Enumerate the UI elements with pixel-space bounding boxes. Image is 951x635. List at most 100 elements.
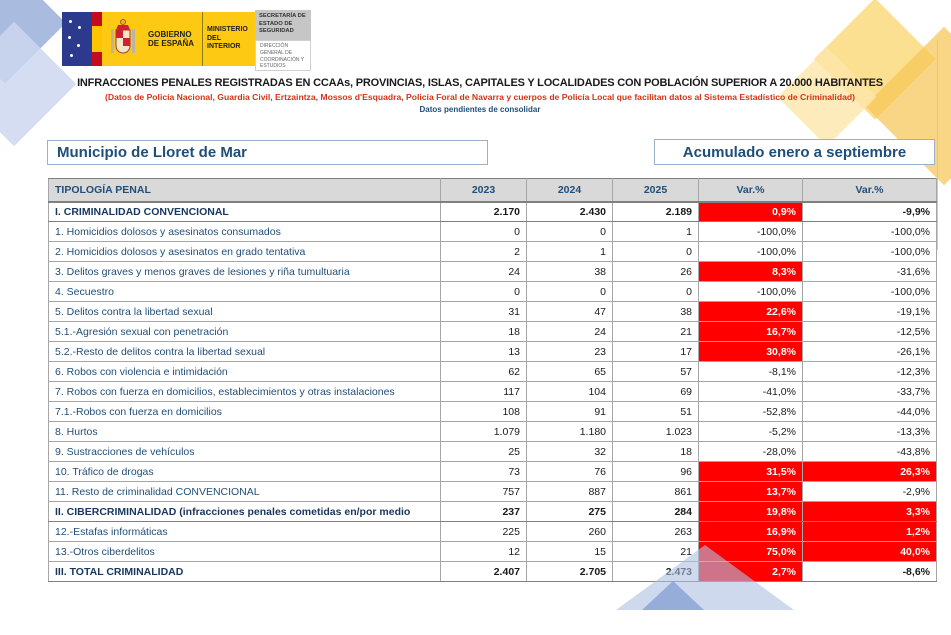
col-header-2024: 2024 (526, 178, 613, 203)
table-row: 12.-Estafas informáticas 225 260 263 16,9% 1,… (48, 521, 937, 542)
row-label: 5.2.-Resto de delitos contra la libertad… (48, 341, 441, 362)
value-var2: -100,0% (802, 281, 937, 302)
value-2025: 26 (612, 261, 699, 282)
col-header-2023: 2023 (440, 178, 527, 203)
table-row: I. CRIMINALIDAD CONVENCIONAL 2.170 2.430 2.… (48, 201, 937, 222)
value-var2: -26,1% (802, 341, 937, 362)
value-2024: 38 (526, 261, 613, 282)
value-2024: 47 (526, 301, 613, 322)
value-2025: 284 (612, 501, 699, 522)
row-label: 13.-Otros ciberdelitos (48, 541, 441, 562)
table-row: 7.1.-Robos con fuerza en domicilios 108 91… (48, 401, 937, 422)
value-var1: 75,0% (698, 541, 803, 562)
value-2025: 2.189 (612, 201, 699, 222)
value-var2: 3,3% (802, 501, 937, 522)
value-2023: 2.407 (440, 561, 527, 582)
value-2024: 23 (526, 341, 613, 362)
value-var2: -13,3% (802, 421, 937, 442)
value-var2: -44,0% (802, 401, 937, 422)
value-2025: 38 (612, 301, 699, 322)
value-2025: 1.023 (612, 421, 699, 442)
logo-divider (202, 12, 203, 66)
row-label: 5. Delitos contra la libertad sexual (48, 301, 441, 322)
value-var1: -100,0% (698, 241, 803, 262)
col-header-2025: 2025 (612, 178, 699, 203)
value-2023: 25 (440, 441, 527, 462)
value-2023: 237 (440, 501, 527, 522)
value-2023: 1.079 (440, 421, 527, 442)
value-2025: 263 (612, 521, 699, 542)
row-label: 7.1.-Robos con fuerza en domicilios (48, 401, 441, 422)
value-2025: 96 (612, 461, 699, 482)
value-var1: -100,0% (698, 221, 803, 242)
value-2023: 0 (440, 221, 527, 242)
table-row: 2. Homicidios dolosos y asesinatos en gr… (48, 241, 937, 262)
row-label: 12.-Estafas informáticas (48, 521, 441, 542)
direccion-general-label: DIRECCIÓN GENERAL DE COORDINACIÓN Y ESTU… (255, 40, 311, 71)
table-row: 8. Hurtos 1.079 1.180 1.023 -5,2% -13,3% (48, 421, 937, 442)
value-2024: 91 (526, 401, 613, 422)
value-2025: 1 (612, 221, 699, 242)
value-var2: -33,7% (802, 381, 937, 402)
value-2024: 0 (526, 221, 613, 242)
table-row: 13.-Otros ciberdelitos 12 15 21 75,0% 40,0% (48, 541, 937, 562)
eu-flag-band (62, 12, 92, 66)
coat-of-arms-icon (102, 12, 144, 66)
value-var1: -8,1% (698, 361, 803, 382)
secretaria-label: SECRETARÍA DE ESTADO DE SEGURIDAD (255, 10, 311, 40)
value-2025: 21 (612, 321, 699, 342)
value-2024: 1.180 (526, 421, 613, 442)
decor-diamond-top-left-dark (0, 0, 66, 84)
value-2024: 0 (526, 281, 613, 302)
value-var1: 16,7% (698, 321, 803, 342)
table-row: 5.2.-Resto de delitos contra la libertad… (48, 341, 937, 362)
value-2024: 260 (526, 521, 613, 542)
table-row: 1. Homicidios dolosos y asesinatos consu… (48, 221, 937, 242)
value-var1: -28,0% (698, 441, 803, 462)
value-var2: -2,9% (802, 481, 937, 502)
value-var1: 2,7% (698, 561, 803, 582)
value-2025: 51 (612, 401, 699, 422)
col-header-var1: Var.% (698, 178, 803, 203)
col-header-var2: Var.% (802, 178, 937, 203)
table-row: 4. Secuestro 0 0 0 -100,0% -100,0% (48, 281, 937, 302)
value-2023: 13 (440, 341, 527, 362)
value-2025: 69 (612, 381, 699, 402)
value-2023: 12 (440, 541, 527, 562)
value-2024: 887 (526, 481, 613, 502)
value-var2: -43,8% (802, 441, 937, 462)
value-var2: -12,3% (802, 361, 937, 382)
col-header-tipologia: TIPOLOGÍA PENAL (48, 178, 441, 203)
value-var2: 1,2% (802, 521, 937, 542)
value-2025: 18 (612, 441, 699, 462)
value-var1: -52,8% (698, 401, 803, 422)
value-2023: 2.170 (440, 201, 527, 222)
value-2025: 0 (612, 241, 699, 262)
decor-right-edge-line (937, 40, 938, 250)
value-var1: 31,5% (698, 461, 803, 482)
table-row: 10. Tráfico de drogas 73 76 96 31,5% 26,3% (48, 461, 937, 482)
row-label: 3. Delitos graves y menos graves de lesi… (48, 261, 441, 282)
report-subtitle: (Datos de Policía Nacional, Guardia Civi… (105, 92, 855, 102)
table-row: 9. Sustracciones de vehículos 25 32 18 -28,0… (48, 441, 937, 462)
value-var2: -19,1% (802, 301, 937, 322)
row-label: 8. Hurtos (48, 421, 441, 442)
row-label: III. TOTAL CRIMINALIDAD (48, 561, 441, 582)
value-2025: 57 (612, 361, 699, 382)
row-label: 5.1.-Agresión sexual con penetración (48, 321, 441, 342)
value-2025: 861 (612, 481, 699, 502)
table-header-row: TIPOLOGÍA PENAL 2023 2024 2025 Var.% Var… (48, 178, 937, 203)
value-2025: 0 (612, 281, 699, 302)
value-2023: 108 (440, 401, 527, 422)
table-row: 3. Delitos graves y menos graves de lesi… (48, 261, 937, 282)
value-var1: 16,9% (698, 521, 803, 542)
value-var1: 19,8% (698, 501, 803, 522)
table-row: II. CIBERCRIMINALIDAD (infracciones pena… (48, 501, 937, 522)
table-row: 7. Robos con fuerza en domicilios, estab… (48, 381, 937, 402)
table-row: III. TOTAL CRIMINALIDAD 2.407 2.705 2.473 2,… (48, 561, 937, 582)
value-var1: 8,3% (698, 261, 803, 282)
value-2025: 17 (612, 341, 699, 362)
spain-flag-strip (92, 12, 102, 66)
value-var2: -12,5% (802, 321, 937, 342)
